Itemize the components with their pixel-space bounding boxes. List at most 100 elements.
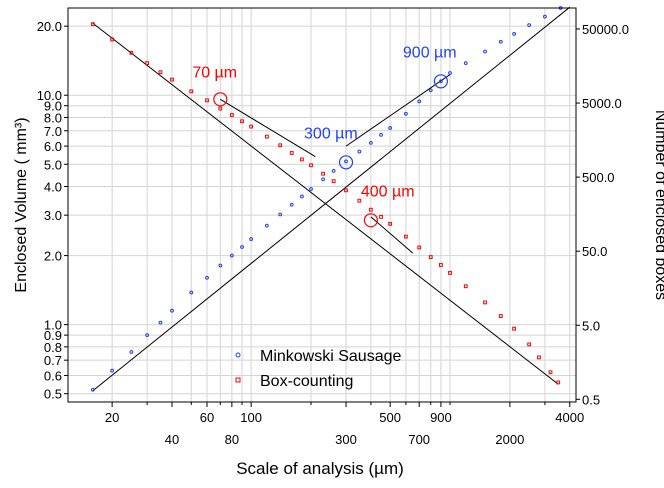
minkowski-point — [145, 333, 150, 338]
legend-marker-box-counting — [235, 377, 241, 383]
box-counting-point — [170, 77, 174, 82]
minkowski-point — [439, 79, 443, 84]
box-counting-point — [249, 124, 254, 129]
y2-tick-label: 5000.0 — [582, 96, 622, 111]
minkowski-point — [278, 212, 283, 217]
annotation-label: 400 µm — [361, 183, 415, 200]
y-axis-label: Enclosed Volume ( mm³) — [13, 117, 30, 292]
box-counting-point — [388, 221, 393, 226]
minkowski-point — [357, 149, 362, 154]
minkowski-point — [205, 275, 209, 280]
gridlines — [68, 8, 576, 402]
box-counting-point — [498, 314, 503, 318]
plot-frame — [67, 7, 577, 403]
box-counting-point — [90, 22, 95, 27]
annotation-circle — [433, 74, 449, 89]
y-tick-label: 9.0 — [44, 99, 62, 114]
box-counting-point — [300, 157, 304, 162]
box-counting-point — [205, 98, 209, 103]
box-counting-point — [417, 245, 422, 250]
x-tick-label: 40 — [165, 432, 179, 447]
y-tick-label: 20.0 — [37, 19, 62, 34]
y-tick-label: 6.0 — [44, 139, 62, 154]
box-counting-point — [145, 61, 150, 66]
minkowski-point — [90, 387, 95, 392]
annotation-circle — [213, 92, 228, 107]
annotation-circle — [338, 155, 354, 170]
box-counting-point — [548, 370, 553, 375]
y-tick-label: 4.0 — [44, 180, 62, 195]
minkowski-point — [189, 290, 194, 295]
y-tick-label: 1.0 — [44, 318, 62, 333]
minkowski-point — [388, 126, 393, 130]
minkowski-point — [249, 237, 254, 241]
annotation-label: 300 µm — [304, 125, 358, 142]
minkowski-point — [379, 132, 383, 137]
box-counting-point — [357, 198, 362, 203]
annotations: 70 µm 400 µm 300 µm 900 µm — [192, 44, 457, 228]
legend-label-minkowski: Minkowski Sausage — [260, 348, 402, 365]
fit-line — [220, 98, 316, 158]
box-counting-point — [110, 37, 115, 42]
minkowski-point — [543, 14, 547, 19]
minkowski-point — [129, 350, 134, 354]
y-tick-label: 0.5 — [44, 387, 62, 402]
minkowski-point — [527, 23, 532, 28]
x-tick-label: 500 — [379, 410, 401, 425]
box-counting-point — [403, 234, 408, 239]
y-tick-label: 0.7 — [44, 353, 62, 368]
legend-marker-minkowski — [235, 352, 241, 358]
y-tick-label: 5.0 — [44, 157, 62, 172]
x-tick-label: 2000 — [495, 432, 524, 447]
x-tick-label: 900 — [430, 410, 452, 425]
y-tick-label: 0.6 — [44, 369, 62, 384]
box-counting-point — [483, 300, 487, 305]
x-tick-label: 100 — [240, 410, 262, 425]
x-tick-label: 80 — [225, 432, 239, 447]
box-counting-point — [463, 284, 468, 289]
box-counting-point — [448, 271, 452, 275]
box-counting-point — [264, 134, 269, 139]
y2-tick-label: 50.0 — [582, 244, 607, 259]
minkowski-point — [512, 32, 516, 36]
fit-line — [370, 216, 414, 254]
x-tick-label: 60 — [200, 410, 214, 425]
box-counting-point — [229, 113, 234, 117]
box-counting-point — [158, 70, 163, 75]
minkowski-point — [331, 168, 336, 173]
box-counting-point — [556, 380, 561, 385]
fit-lines — [92, 6, 571, 392]
y2-tick-label: 0.5 — [582, 392, 600, 407]
fit-line — [92, 6, 571, 392]
fit-line — [92, 22, 559, 385]
y-tick-label: 7.0 — [44, 124, 62, 139]
minkowski-point — [158, 320, 163, 325]
minkowski-point — [463, 61, 468, 66]
x-tick-label: 300 — [335, 432, 357, 447]
minkowski-point — [403, 111, 408, 116]
box-counting-point — [218, 106, 223, 111]
box-counting-point — [537, 355, 541, 360]
minkowski-point — [428, 88, 433, 93]
y-tick-label: 10.0 — [37, 88, 62, 103]
x-axis-label: Scale of analysis (µm) — [236, 459, 404, 478]
y2-tick-label: 50000.0 — [582, 22, 629, 37]
box-counting-point — [428, 255, 433, 259]
minkowski-point — [448, 71, 452, 75]
y-tick-label: 0.9 — [44, 328, 62, 343]
box-counting-point — [189, 89, 194, 94]
y-tick-label: 8.0 — [44, 110, 62, 125]
box-counting-point — [439, 263, 443, 267]
data-points — [90, 6, 563, 392]
minkowski-point — [229, 253, 234, 258]
box-counting-point — [309, 163, 313, 168]
minkowski-point — [170, 308, 174, 313]
minkowski-point — [483, 49, 487, 54]
x-tick-label: 4000 — [555, 410, 584, 425]
annotation-label: 900 µm — [403, 44, 457, 61]
y2-axis-label: Number of enclosed boxes — [652, 110, 664, 300]
box-counting-point — [278, 143, 283, 148]
minkowski-point — [417, 99, 422, 104]
